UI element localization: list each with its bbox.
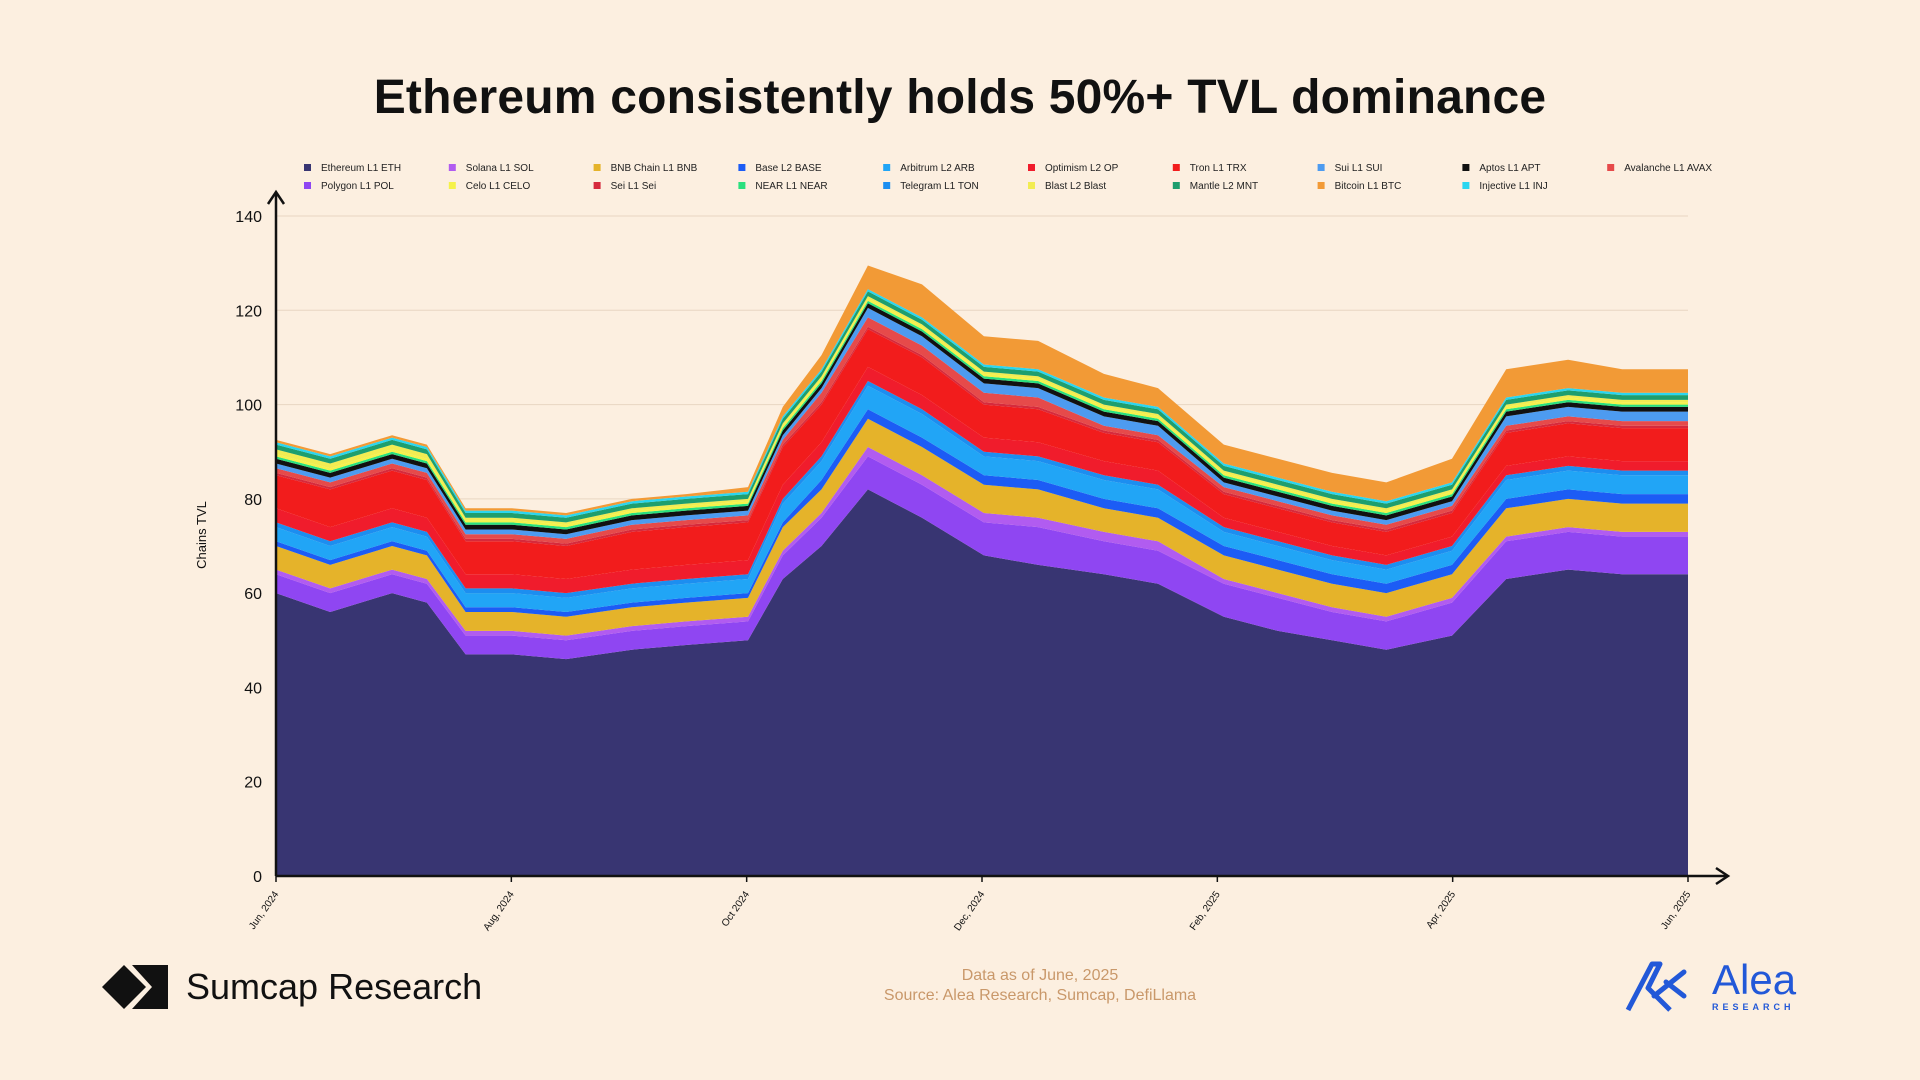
sumcap-logo-icon [102, 965, 168, 1009]
legend-label: Bitcoin L1 BTC [1335, 181, 1402, 192]
y-tick-label: 100 [235, 398, 262, 415]
chart-title: Ethereum consistently holds 50%+ TVL dom… [373, 71, 1547, 124]
legend-item: Celo L1 CELO [448, 181, 531, 192]
legend-swatch [1172, 182, 1180, 189]
y-tick-label: 140 [235, 209, 262, 226]
y-axis-title: Chains TVL [194, 501, 209, 569]
x-tick-label: Jun, 2025 [1659, 889, 1693, 932]
x-tick-label: Oct 2024 [720, 889, 753, 929]
stacked-areas [276, 265, 1688, 876]
legend-label: BNB Chain L1 BNB [611, 163, 698, 174]
data-date-note: Data as of June, 2025 [961, 967, 1119, 984]
legend-label: Mantle L2 MNT [1190, 181, 1258, 192]
x-axis-arrow [1715, 866, 1731, 886]
legend-swatch [1462, 164, 1470, 171]
legend-item: Sei L1 Sei [593, 181, 657, 192]
y-axis-arrow [266, 189, 286, 205]
legend-swatch [738, 182, 746, 189]
y-tick-label: 60 [244, 586, 262, 603]
legend-item: Aptos L1 APT [1462, 163, 1541, 174]
legend-item: Tron L1 TRX [1172, 163, 1247, 174]
legend-label: Polygon L1 POL [321, 181, 394, 192]
sumcap-brand: Sumcap Research [100, 962, 482, 1012]
legend-swatch [1028, 182, 1035, 189]
legend-swatch [1172, 164, 1180, 171]
legend-swatch [448, 164, 456, 171]
legend-item: Sui L1 SUI [1317, 163, 1383, 174]
alea-logo-icon [1625, 961, 1687, 1012]
legend-item: Arbitrum L2 ARB [883, 163, 975, 174]
legend: Ethereum L1 ETH Solana L1 SOL BNB Chain L1… [304, 163, 1712, 192]
y-tick-label: 40 [244, 680, 262, 697]
legend-label: Arbitrum L2 ARB [900, 163, 975, 174]
legend-label: Aptos L1 APT [1479, 163, 1540, 174]
legend-label: Base L2 BASE [755, 163, 821, 174]
legend-item: Telegram L1 TON [883, 181, 979, 192]
legend-label: Sei L1 Sei [611, 181, 657, 192]
sumcap-brand-name: Sumcap Research [186, 966, 483, 1007]
legend-swatch [883, 182, 891, 189]
alea-brand-name: Alea [1712, 956, 1797, 1003]
legend-label: Telegram L1 TON [900, 181, 979, 192]
y-tick-label: 120 [235, 303, 262, 320]
x-tick-label: Feb, 2025 [1188, 889, 1223, 933]
legend-swatch [448, 182, 456, 189]
legend-swatch [1317, 164, 1325, 171]
legend-item: NEAR L1 NEAR [738, 181, 828, 192]
legend-item: Injective L1 INJ [1462, 181, 1548, 192]
legend-label: Sui L1 SUI [1335, 163, 1383, 174]
legend-swatch [1607, 164, 1615, 171]
alea-brand: Alea RESEARCH [1624, 958, 1796, 1014]
y-tick-label: 20 [244, 775, 262, 792]
legend-swatch [593, 164, 601, 171]
legend-item: Avalanche L1 AVAX [1607, 163, 1712, 174]
legend-swatch [593, 182, 601, 189]
legend-label: Tron L1 TRX [1190, 163, 1247, 174]
alea-brand-sub: RESEARCH [1712, 1002, 1795, 1012]
legend-item: Base L2 BASE [738, 163, 822, 174]
x-tick-label: Dec, 2024 [952, 889, 987, 933]
legend-swatch [1317, 182, 1325, 189]
x-tick-label: Aug, 2024 [482, 889, 517, 933]
y-tick-label: 0 [253, 869, 262, 886]
legend-item: Solana L1 SOL [448, 163, 534, 174]
legend-label: NEAR L1 NEAR [755, 181, 827, 192]
x-tick-label: Apr, 2025 [1425, 889, 1459, 931]
legend-item: Optimism L2 OP [1028, 163, 1119, 174]
legend-swatch [304, 164, 311, 171]
legend-label: Ethereum L1 ETH [321, 163, 401, 174]
series-area-ethereum-l1-eth [276, 489, 1688, 876]
legend-item: Polygon L1 POL [304, 181, 394, 192]
legend-item: Ethereum L1 ETH [304, 163, 401, 174]
legend-label: Blast L2 Blast [1045, 181, 1106, 192]
legend-item: Bitcoin L1 BTC [1317, 181, 1402, 192]
legend-label: Avalanche L1 AVAX [1624, 163, 1712, 174]
legend-label: Optimism L2 OP [1045, 163, 1119, 174]
legend-swatch [1028, 164, 1035, 171]
y-tick-label: 80 [244, 492, 262, 509]
x-tick-label: Jun, 2024 [247, 889, 281, 932]
legend-label: Injective L1 INJ [1479, 181, 1547, 192]
legend-item: Mantle L2 MNT [1172, 181, 1258, 192]
legend-label: Celo L1 CELO [466, 181, 531, 192]
legend-item: Blast L2 Blast [1028, 181, 1106, 192]
legend-swatch [883, 164, 891, 171]
legend-swatch [738, 164, 746, 171]
footer-note: Data as of June, 2025 Source: Alea Resea… [760, 966, 1320, 1006]
legend-item: BNB Chain L1 BNB [593, 163, 698, 174]
legend-swatch [1462, 182, 1470, 189]
source-note: Source: Alea Research, Sumcap, DefiLlama [883, 987, 1197, 1004]
legend-swatch [304, 182, 311, 189]
legend-label: Solana L1 SOL [466, 163, 534, 174]
